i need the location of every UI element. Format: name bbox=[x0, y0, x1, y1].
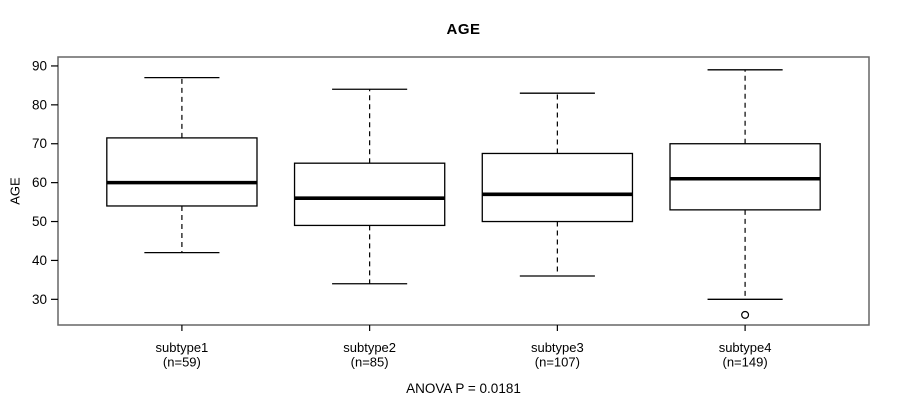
x-sublabel-subtype1: (n=59) bbox=[163, 355, 201, 370]
y-tick-label: 50 bbox=[32, 214, 47, 229]
y-axis-title: AGE bbox=[7, 177, 23, 205]
y-tick-label: 80 bbox=[32, 97, 47, 112]
y-tick-label: 30 bbox=[32, 292, 47, 307]
x-label-subtype3: subtype3 bbox=[531, 340, 584, 355]
iqr-box-subtype2 bbox=[293, 162, 446, 227]
y-tick-label: 40 bbox=[32, 253, 47, 268]
x-sublabel-subtype2: (n=85) bbox=[351, 355, 389, 370]
y-tick-label: 90 bbox=[32, 58, 47, 73]
chart-title: AGE bbox=[446, 21, 481, 38]
plot-border bbox=[57, 56, 870, 326]
x-sublabel-subtype4: (n=149) bbox=[723, 355, 768, 370]
x-label-subtype2: subtype2 bbox=[343, 340, 396, 355]
x-sublabel-subtype3: (n=107) bbox=[535, 355, 580, 370]
x-label-subtype4: subtype4 bbox=[719, 340, 772, 355]
anova-p-annotation: ANOVA P = 0.0181 bbox=[406, 381, 521, 396]
y-tick-label: 70 bbox=[32, 136, 47, 151]
iqr-box-subtype3 bbox=[481, 152, 634, 223]
x-label-subtype1: subtype1 bbox=[156, 340, 209, 355]
y-tick-label: 60 bbox=[32, 175, 47, 190]
iqr-box-subtype4 bbox=[669, 143, 821, 211]
outlier-subtype4 bbox=[741, 310, 750, 319]
iqr-box-subtype1 bbox=[106, 137, 258, 207]
